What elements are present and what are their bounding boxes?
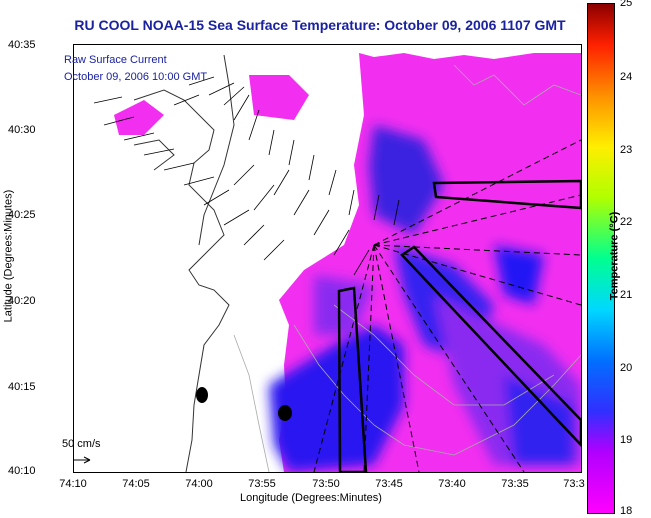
colorbar-tick: 24 xyxy=(620,71,633,83)
colorbar-tick: 20 xyxy=(620,362,633,374)
scale-label: 50 cm/s xyxy=(62,438,101,450)
radial-line xyxy=(313,244,375,472)
x-tick: 73:3 xyxy=(563,478,585,490)
colorbar-tick: 21 xyxy=(620,289,633,301)
station-marker xyxy=(278,405,292,421)
x-tick: 73:55 xyxy=(248,478,276,490)
x-tick: 74:05 xyxy=(122,478,150,490)
colorbar-tick: 18 xyxy=(620,505,633,517)
x-tick: 73:50 xyxy=(312,478,340,490)
y-tick: 40:15 xyxy=(8,381,36,393)
coastline xyxy=(133,89,230,472)
colorbar-label: Temperature (°C) xyxy=(608,211,621,301)
colorbar xyxy=(587,3,615,514)
colorbar-tick: 22 xyxy=(620,216,633,228)
x-tick: 73:45 xyxy=(375,478,403,490)
x-tick: 73:40 xyxy=(438,478,466,490)
colorbar-tick: 23 xyxy=(620,144,633,156)
x-tick: 74:10 xyxy=(59,478,87,490)
y-axis-label: Latitude (Degrees:Minutes) xyxy=(2,189,15,323)
x-axis-label: Longitude (Degrees:Minutes) xyxy=(240,492,382,504)
sst-field-warm xyxy=(269,325,404,472)
sst-map xyxy=(74,53,581,472)
map-plot-area xyxy=(73,44,582,473)
y-tick: 40:30 xyxy=(8,124,36,136)
y-tick: 40:20 xyxy=(8,295,36,307)
y-tick: 40:25 xyxy=(8,209,36,221)
current-timestamp: October 09, 2006 10:00 GMT xyxy=(64,71,208,83)
station-marker xyxy=(196,387,208,403)
y-tick: 40:35 xyxy=(8,39,36,51)
bathymetry-contour xyxy=(233,334,270,472)
current-annotation: Raw Surface Current xyxy=(64,54,167,66)
transect-box xyxy=(432,179,581,210)
colorbar-tick: 19 xyxy=(620,434,633,446)
y-tick: 40:10 xyxy=(8,465,36,477)
current-vectors xyxy=(93,76,400,276)
map-title: RU COOL NOAA-15 Sea Surface Temperature:… xyxy=(74,17,566,33)
colorbar-tick: 25 xyxy=(620,0,633,9)
x-tick: 74:00 xyxy=(185,478,213,490)
x-tick: 73:35 xyxy=(501,478,529,490)
